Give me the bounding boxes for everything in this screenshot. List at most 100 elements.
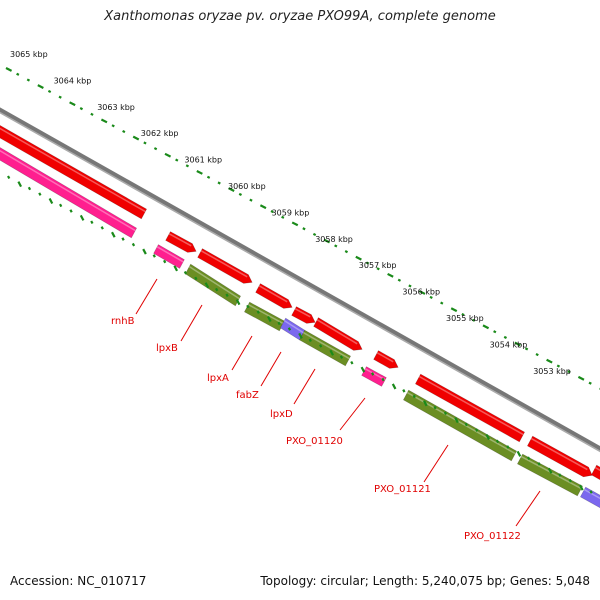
outer-tick (387, 272, 394, 278)
inner-tick (485, 434, 491, 441)
outer-tick (259, 204, 267, 210)
inner-tick (506, 445, 510, 449)
outer-tick (185, 164, 190, 168)
outer-tick (206, 175, 211, 179)
purple-bar-shine (283, 319, 304, 334)
inner-tick (7, 175, 11, 180)
outer-tick (418, 290, 426, 295)
outer-tick (397, 278, 402, 282)
outer-tick (238, 192, 243, 197)
inner-tick (547, 467, 553, 474)
green-bar (402, 389, 518, 462)
inner-tick (495, 439, 500, 444)
kbp-label: 3065 kbp (10, 50, 48, 59)
kbp-label: 3061 kbp (184, 156, 222, 165)
cds-arrow (313, 317, 363, 351)
outer-tick (461, 312, 465, 317)
gene-bar (0, 147, 138, 239)
cds-arrow-shine (530, 437, 588, 471)
cds-bar (414, 373, 526, 443)
outer-tick (344, 250, 349, 254)
inner-tick (558, 473, 562, 477)
inner-tick (100, 226, 104, 230)
cds-arrow (255, 283, 293, 309)
outer-tick (69, 101, 76, 107)
outer-tick (440, 301, 444, 305)
cds-arrow (197, 248, 253, 284)
inner-tick (225, 293, 229, 298)
gene-label: PXO_01121 (374, 484, 431, 495)
inner-tick (215, 287, 219, 292)
inner-tick (339, 355, 344, 359)
outer-tick (535, 353, 539, 357)
leader-line (231, 335, 253, 371)
outer-tick (471, 318, 476, 322)
outer-tick (291, 221, 299, 227)
cds-bar (0, 125, 148, 220)
inner-tick (183, 271, 188, 275)
inner-tick (90, 220, 94, 224)
outer-tick (524, 347, 529, 351)
outer-tick (79, 107, 84, 111)
outer-tick (482, 324, 490, 330)
inner-tick (267, 315, 272, 323)
gene-label: fabZ (236, 390, 259, 401)
inner-tick (27, 186, 32, 191)
kbp-label: 3059 kbp (272, 208, 310, 217)
cds-arrow (373, 350, 399, 369)
outer-tick (122, 129, 126, 134)
outer-tick (365, 261, 370, 265)
outer-tick (153, 147, 158, 151)
inner-tick (423, 400, 428, 407)
outer-tick (58, 95, 62, 99)
green-bar (516, 453, 584, 497)
inner-tick (142, 248, 147, 255)
green-bar-shine (302, 331, 350, 360)
leader-line (293, 368, 316, 405)
gene-bar-shine (0, 149, 136, 232)
kbp-label: 3057 kbp (359, 261, 397, 270)
gene-label: rnhB (111, 316, 135, 327)
inner-tick (412, 394, 416, 399)
inner-tick (38, 192, 42, 196)
kbp-label: 3060 kbp (228, 182, 266, 191)
gene-bar (153, 244, 185, 269)
outer-tick (196, 169, 203, 175)
inner-tick-ring (7, 175, 600, 498)
cds-arrow (526, 435, 593, 478)
inner-tick (537, 462, 541, 466)
inner-tick (391, 383, 397, 390)
inner-tick (235, 299, 241, 306)
leader-line (180, 304, 203, 342)
inner-tick (402, 389, 406, 393)
inner-tick (277, 321, 281, 326)
cds-bar-shine (418, 375, 524, 436)
outer-tick (334, 244, 338, 248)
inner-tick (350, 360, 354, 365)
outer-tick (312, 232, 317, 237)
leader-line (339, 397, 366, 431)
outer-tick (503, 335, 508, 340)
outer-tick (47, 89, 52, 94)
outer-tick (228, 187, 235, 192)
gene-label: PXO_01122 (464, 531, 521, 542)
inner-tick (381, 377, 385, 382)
inner-tick (204, 282, 210, 289)
outer-tick (281, 215, 285, 219)
backbone-line (0, 107, 600, 451)
green-bar-shine (247, 303, 284, 325)
outer-tick (577, 375, 585, 381)
inner-tick (329, 349, 335, 356)
inner-tick (111, 231, 116, 238)
outer-tick (408, 284, 412, 288)
inner-tick (371, 372, 375, 376)
outer-tick (493, 330, 497, 334)
kbp-label: 3064 kbp (54, 76, 92, 85)
inner-tick (464, 422, 468, 427)
green-bar-shine (188, 265, 240, 300)
outer-tick (132, 135, 140, 141)
kbp-label: 3054 kbp (490, 340, 528, 349)
inner-tick (17, 181, 23, 188)
label-leader-lines (135, 278, 541, 527)
inner-tick (287, 327, 292, 331)
